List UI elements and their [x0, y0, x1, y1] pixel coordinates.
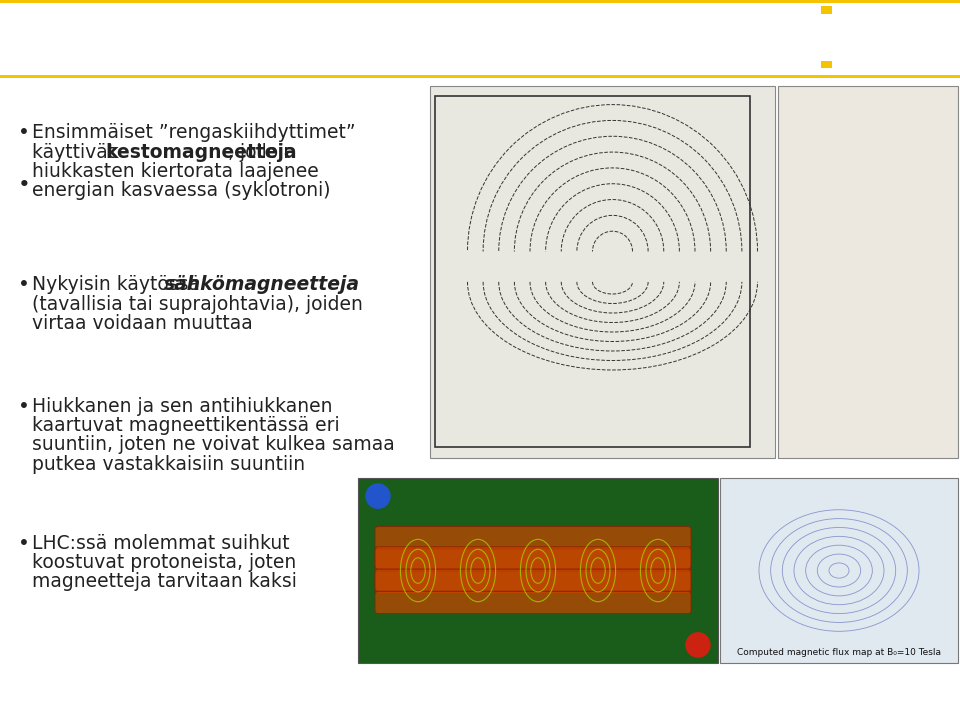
Text: Hiukkanen ja sen antihiukkanen: Hiukkanen ja sen antihiukkanen [32, 397, 332, 416]
Bar [0, 0, 960, 3]
FancyBboxPatch shape [375, 571, 691, 593]
Text: (tavallisia tai suprajohtavia), joiden: (tavallisia tai suprajohtavia), joiden [32, 294, 363, 313]
FancyBboxPatch shape [375, 591, 691, 613]
Text: •: • [18, 534, 30, 552]
Bar [0, 75, 960, 78]
Text: •: • [18, 123, 30, 143]
Bar [720, 478, 958, 663]
Text: •: • [18, 275, 30, 294]
Text: koostuvat protoneista, joten: koostuvat protoneista, joten [32, 553, 297, 572]
Text: magneetteja tarvitaan kaksi: magneetteja tarvitaan kaksi [32, 572, 297, 591]
Bar [821, 6, 832, 14]
Bar [430, 86, 775, 458]
Text: Mikko Voutilainen, HY, 7.4.2014: Mikko Voutilainen, HY, 7.4.2014 [654, 690, 941, 705]
Text: Hiukkasfysiikan kokeet CERNissä: Hiukkasfysiikan kokeet CERNissä [19, 690, 318, 705]
Text: sähkömagneetteja: sähkömagneetteja [163, 275, 359, 294]
Bar [358, 478, 718, 663]
Text: putkea vastakkaisiin suuntiin: putkea vastakkaisiin suuntiin [32, 454, 305, 474]
FancyBboxPatch shape [375, 546, 691, 569]
Bar [821, 60, 832, 68]
Text: hiukkasten kiertorata laajenee: hiukkasten kiertorata laajenee [32, 162, 319, 181]
Text: suuntiin, joten ne voivat kulkea samaa: suuntiin, joten ne voivat kulkea samaa [32, 436, 395, 454]
Text: Ensimmäiset ”rengaskiihdyttimet”: Ensimmäiset ”rengaskiihdyttimet” [32, 123, 355, 143]
Text: , jolloin: , jolloin [228, 143, 295, 161]
Text: käyttivät: käyttivät [32, 143, 121, 161]
Text: kaartuvat magneettikentässä eri: kaartuvat magneettikentässä eri [32, 416, 340, 435]
Circle shape [366, 484, 390, 508]
Text: Computed magnetic flux map at B₀=10 Tesla: Computed magnetic flux map at B₀=10 Tesl… [737, 648, 941, 657]
FancyBboxPatch shape [375, 569, 691, 591]
Text: •: • [18, 175, 31, 195]
FancyBboxPatch shape [375, 526, 691, 549]
Text: virtaa voidaan muuttaa: virtaa voidaan muuttaa [32, 314, 252, 333]
Text: Nykyisin käytössä: Nykyisin käytössä [32, 275, 206, 294]
FancyBboxPatch shape [375, 549, 691, 571]
Text: Radan kääntäminen: Radan kääntäminen [214, 15, 746, 60]
Text: 18 / 54: 18 / 54 [449, 690, 511, 705]
Bar [435, 96, 750, 447]
Text: energian kasvaessa (syklotroni): energian kasvaessa (syklotroni) [32, 181, 330, 200]
Text: kestomagneetteja: kestomagneetteja [105, 143, 297, 161]
Text: •: • [18, 397, 30, 416]
Circle shape [686, 633, 710, 657]
Bar [778, 86, 958, 458]
Text: LHC:ssä molemmat suihkut: LHC:ssä molemmat suihkut [32, 534, 290, 552]
